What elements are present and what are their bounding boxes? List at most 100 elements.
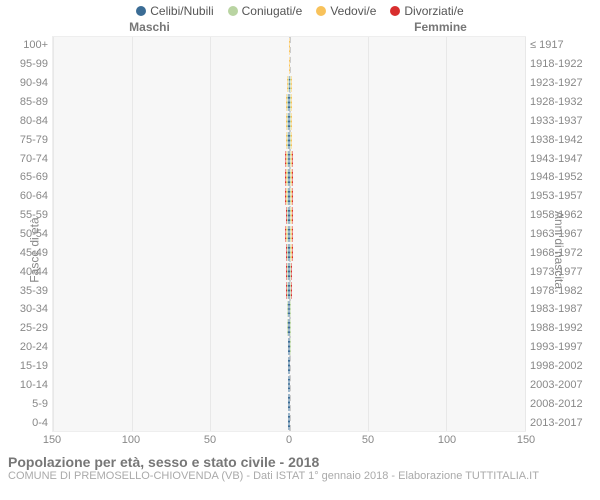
female-label: Femmine [295, 20, 526, 34]
chart-subtitle: COMUNE DI PREMOSELLO-CHIOVENDA (VB) - Da… [8, 470, 592, 482]
bar-segment [291, 76, 292, 93]
x-axis: 150 100 50 0 50 100 150 [8, 434, 592, 448]
bar-segment [291, 282, 292, 299]
year-tick: 1938-1942 [530, 130, 592, 149]
legend-item: Celibi/Nubili [136, 4, 213, 18]
bars-region [52, 36, 526, 432]
pyramid-row [53, 393, 525, 412]
pyramid-row [53, 168, 525, 187]
male-label: Maschi [64, 20, 295, 34]
year-tick: 1923-1927 [530, 74, 592, 93]
year-tick: 2003-2007 [530, 375, 592, 394]
age-tick: 15-19 [8, 357, 48, 376]
year-tick: 1983-1987 [530, 300, 592, 319]
pyramid-row [53, 262, 525, 281]
bar-segment [292, 151, 293, 168]
legend-swatch [136, 6, 146, 16]
x-tick: 0 [286, 434, 292, 446]
chart-footer: Popolazione per età, sesso e stato civil… [8, 454, 592, 482]
age-tick: 70-74 [8, 149, 48, 168]
legend-swatch [228, 6, 238, 16]
pyramid-row [53, 93, 525, 112]
x-tick: 50 [362, 434, 374, 446]
legend: Celibi/Nubili Coniugati/e Vedovi/e Divorzia… [8, 4, 592, 18]
age-tick: 100+ [8, 36, 48, 55]
plot-area: 100+95-9990-9485-8980-8475-7970-7465-696… [8, 36, 592, 432]
bar-segment [289, 376, 290, 393]
legend-label: Coniugati/e [242, 4, 303, 18]
legend-item: Divorziati/e [390, 4, 463, 18]
bar-segment [291, 132, 292, 149]
bar-segment [292, 244, 293, 261]
pyramid-row [53, 243, 525, 262]
bar-segment [290, 319, 291, 336]
bar-segment [289, 38, 290, 55]
population-pyramid-chart: Celibi/Nubili Coniugati/e Vedovi/e Divorzia… [0, 0, 600, 500]
age-tick: 90-94 [8, 74, 48, 93]
legend-swatch [390, 6, 400, 16]
age-tick: 80-84 [8, 111, 48, 130]
age-tick: 85-89 [8, 93, 48, 112]
age-tick: 35-39 [8, 281, 48, 300]
x-tick: 150 [517, 434, 535, 446]
pyramid-row [53, 112, 525, 131]
year-tick: 1998-2002 [530, 357, 592, 376]
pyramid-row [53, 75, 525, 94]
pyramid-row [53, 337, 525, 356]
legend-label: Divorziati/e [404, 4, 463, 18]
year-tick: 1933-1937 [530, 111, 592, 130]
pyramid-row [53, 56, 525, 75]
bar-segment [292, 207, 293, 224]
gender-subheader: Maschi Femmine [8, 20, 592, 34]
age-tick: 60-64 [8, 187, 48, 206]
x-tick: 100 [438, 434, 456, 446]
legend-label: Vedovi/e [330, 4, 376, 18]
chart-title: Popolazione per età, sesso e stato civil… [8, 454, 592, 470]
x-tick: 150 [43, 434, 61, 446]
bar-segment [289, 357, 290, 374]
bar-segment [289, 57, 290, 74]
age-tick: 0-4 [8, 413, 48, 432]
pyramid-row [53, 37, 525, 56]
bar-segment [291, 113, 292, 130]
legend-label: Celibi/Nubili [150, 4, 213, 18]
x-tick: 100 [122, 434, 140, 446]
year-tick: ≤ 1917 [530, 36, 592, 55]
bar-segment [290, 301, 291, 318]
pyramid-row [53, 187, 525, 206]
year-tick: 1993-1997 [530, 338, 592, 357]
year-tick: 1928-1932 [530, 93, 592, 112]
bar-segment [289, 394, 290, 411]
bar-segment [292, 226, 293, 243]
pyramid-row [53, 356, 525, 375]
age-tick: 30-34 [8, 300, 48, 319]
pyramid-row [53, 281, 525, 300]
year-tick: 2013-2017 [530, 413, 592, 432]
pyramid-row [53, 225, 525, 244]
year-tick: 2008-2012 [530, 394, 592, 413]
bar-segment [291, 94, 292, 111]
year-tick: 1918-1922 [530, 55, 592, 74]
pyramid-row [53, 131, 525, 150]
year-tick: 1943-1947 [530, 149, 592, 168]
age-tick: 10-14 [8, 375, 48, 394]
age-tick: 25-29 [8, 319, 48, 338]
age-tick: 5-9 [8, 394, 48, 413]
pyramid-row [53, 375, 525, 394]
pyramid-row [53, 412, 525, 431]
age-tick: 20-24 [8, 338, 48, 357]
gridline [525, 37, 526, 431]
year-tick: 1948-1952 [530, 168, 592, 187]
year-tick: 1953-1957 [530, 187, 592, 206]
legend-item: Vedovi/e [316, 4, 376, 18]
x-tick: 50 [204, 434, 216, 446]
age-tick: 95-99 [8, 55, 48, 74]
legend-item: Coniugati/e [228, 4, 303, 18]
bar-segment [290, 338, 291, 355]
pyramid-row [53, 300, 525, 319]
y-axis-right-title: Anni di nascita [552, 211, 566, 289]
age-tick: 65-69 [8, 168, 48, 187]
y-axis-left-title: Fasce di età [28, 217, 42, 282]
pyramid-row [53, 318, 525, 337]
bar-segment [289, 413, 290, 430]
